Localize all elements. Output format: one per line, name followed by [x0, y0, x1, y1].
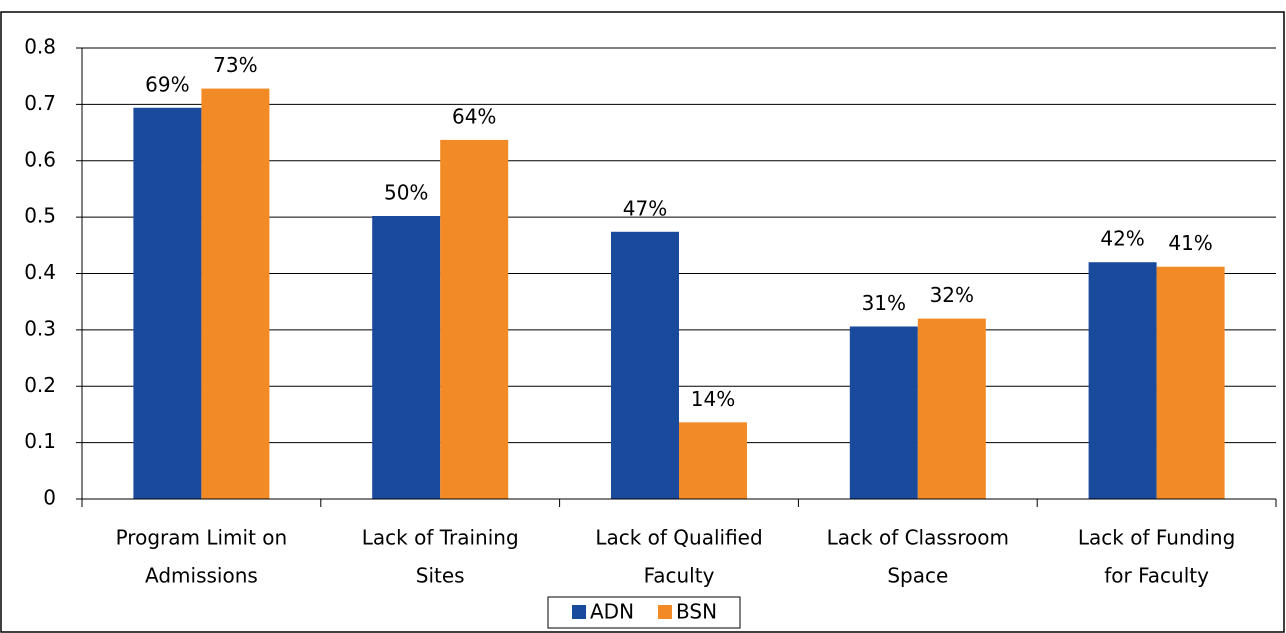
chart-frame: [0, 11, 1285, 633]
y-tick-label: 0.5: [24, 204, 56, 228]
x-tick-label: Program Limit on: [116, 526, 288, 550]
x-tick-label: Sites: [416, 564, 465, 588]
bar: [611, 231, 679, 499]
legend-box: [547, 596, 741, 629]
x-tick-label: Lack of Funding: [1078, 526, 1235, 550]
bar: [679, 422, 747, 499]
x-tick-label: Faculty: [644, 564, 715, 588]
x-tick-label: Space: [887, 564, 948, 588]
x-tick-label: Lack of Training: [362, 526, 519, 550]
value-label: 50%: [384, 180, 428, 204]
y-tick-label: 0.1: [24, 429, 56, 453]
value-label: 14%: [691, 387, 735, 411]
y-tick-label: 0.3: [24, 316, 56, 340]
value-label: 47%: [623, 196, 667, 220]
x-tick-label: Lack of Classroom: [827, 526, 1009, 550]
y-tick-label: 0.7: [24, 91, 56, 115]
bar: [1156, 266, 1225, 499]
value-label: 64%: [452, 104, 496, 128]
value-label: 41%: [1168, 231, 1212, 255]
legend-swatch: [572, 605, 586, 619]
value-label: 42%: [1100, 227, 1144, 251]
y-tick-label: 0.6: [24, 147, 56, 171]
value-label: 73%: [213, 53, 257, 77]
legend-label: ADN: [590, 600, 634, 624]
x-tick-label: Lack of Qualified: [595, 526, 762, 550]
value-label: 32%: [930, 283, 974, 307]
bar: [1088, 262, 1157, 499]
y-tick-label: 0.4: [24, 260, 56, 284]
bar: [849, 326, 918, 499]
y-tick-label: 0.8: [24, 35, 56, 59]
bar: [440, 139, 509, 500]
bar: [133, 107, 202, 499]
y-tick-label: 0.2: [24, 373, 56, 397]
bar: [917, 318, 986, 499]
legend-label: BSN: [676, 600, 717, 624]
x-tick-label: Admissions: [145, 564, 258, 588]
bar: [201, 88, 270, 499]
value-label: 31%: [862, 291, 906, 315]
value-label: 69%: [145, 72, 189, 96]
x-tick-label: for Faculty: [1104, 564, 1209, 588]
bar: [372, 215, 441, 499]
y-tick-label: 0: [43, 486, 56, 510]
legend-swatch: [658, 605, 672, 619]
